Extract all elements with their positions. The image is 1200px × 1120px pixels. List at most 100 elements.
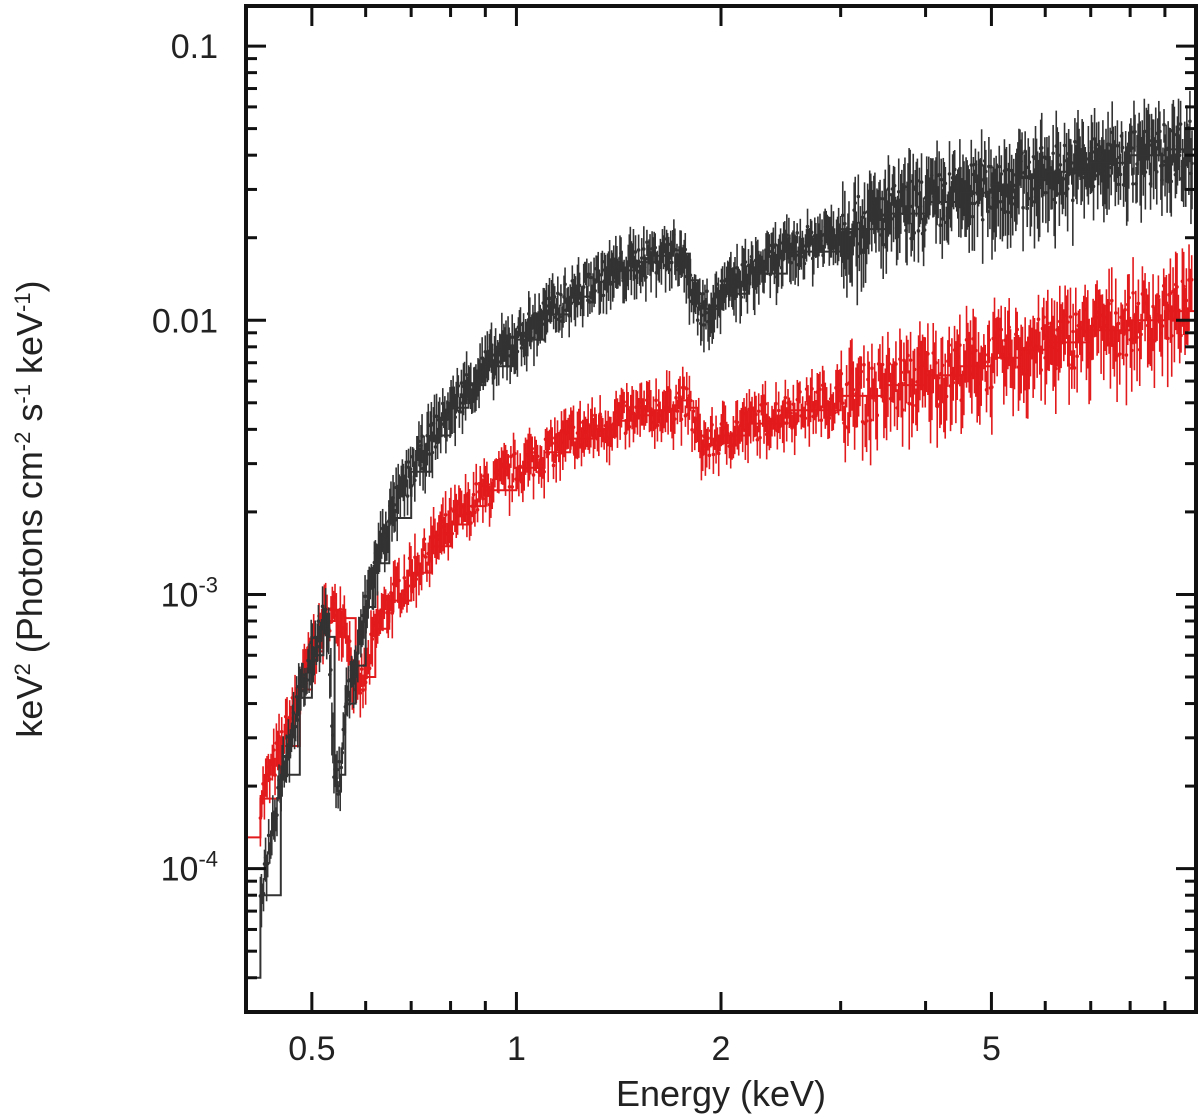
data-point	[402, 575, 407, 580]
data-point	[701, 292, 705, 296]
data-point	[843, 221, 847, 226]
data-point	[859, 248, 864, 252]
data-point	[408, 467, 413, 471]
data-point	[944, 394, 949, 399]
data-point	[936, 376, 941, 380]
data-point	[1153, 139, 1158, 144]
data-point	[937, 173, 941, 177]
data-point	[600, 259, 605, 264]
data-point	[474, 481, 479, 486]
y-axis-title: keV2 (Photons cm-2 s-1 keV-1)	[9, 280, 50, 737]
data-point	[774, 401, 778, 406]
data-point	[999, 172, 1004, 176]
x-tick-label: 2	[712, 1030, 731, 1068]
data-point	[1160, 324, 1165, 328]
data-point	[1037, 185, 1042, 190]
data-point	[783, 395, 788, 400]
data-point	[644, 275, 648, 279]
data-point	[316, 619, 321, 623]
data-point	[654, 398, 658, 403]
data-point	[916, 229, 921, 233]
data-point	[1071, 329, 1075, 334]
data-point	[509, 454, 513, 459]
data-point	[363, 594, 367, 599]
data-point	[683, 247, 688, 252]
data-point	[1116, 182, 1121, 187]
data-point	[556, 291, 560, 296]
data-point	[756, 409, 761, 414]
data-point	[367, 666, 372, 671]
data-point	[908, 358, 913, 362]
data-point	[851, 387, 856, 392]
data-point	[1069, 161, 1074, 165]
data-point	[795, 231, 799, 235]
data-point	[755, 437, 760, 442]
data-point	[1129, 348, 1134, 353]
data-point	[691, 409, 696, 413]
data-point	[1071, 198, 1075, 203]
data-point	[1067, 363, 1071, 367]
data-point	[805, 224, 810, 229]
data-point	[285, 757, 290, 761]
data-point	[892, 183, 897, 188]
data-point	[934, 360, 938, 365]
data-point	[1081, 143, 1085, 148]
data-point	[702, 323, 706, 327]
data-point	[585, 274, 589, 279]
data-point	[880, 362, 885, 367]
data-point	[599, 273, 604, 277]
data-point	[358, 691, 363, 695]
data-point	[464, 372, 469, 377]
data-point	[1179, 333, 1183, 338]
data-point	[868, 418, 873, 422]
data-point	[542, 469, 546, 474]
data-point	[406, 584, 411, 588]
data-point	[414, 577, 419, 581]
data-point	[922, 228, 927, 232]
data-point	[1010, 195, 1015, 200]
data-point	[655, 423, 660, 428]
data-point	[716, 451, 721, 456]
data-point	[705, 289, 709, 294]
data-point	[819, 418, 824, 423]
data-point	[421, 553, 425, 558]
data-point	[860, 419, 865, 424]
data-point	[706, 436, 710, 441]
data-point	[989, 164, 993, 169]
data-point	[531, 473, 536, 477]
data-point	[1181, 284, 1186, 289]
data-point	[405, 494, 410, 498]
data-point	[335, 767, 339, 772]
data-point	[827, 416, 832, 420]
data-point	[518, 322, 523, 327]
data-point	[413, 478, 417, 483]
series-layer	[246, 90, 1197, 979]
data-point	[894, 362, 898, 366]
data-point	[1127, 295, 1131, 300]
data-point	[1162, 122, 1166, 127]
data-point	[551, 463, 556, 468]
data-point	[266, 833, 271, 838]
data-point	[563, 282, 567, 287]
data-point	[802, 261, 807, 266]
data-point	[940, 363, 945, 368]
data-point	[1046, 321, 1050, 326]
data-point	[594, 424, 598, 428]
data-point	[281, 754, 285, 759]
data-point	[810, 386, 814, 391]
data-point	[1118, 172, 1123, 177]
data-point	[1113, 311, 1118, 315]
data-point	[558, 315, 562, 319]
data-point	[735, 420, 740, 425]
data-point	[443, 513, 448, 517]
data-point	[1130, 146, 1134, 150]
data-point	[608, 282, 613, 286]
data-point	[434, 414, 439, 419]
x-tick-label: 1	[507, 1030, 526, 1068]
data-point	[911, 187, 916, 192]
data-point	[473, 510, 477, 515]
model-line	[246, 303, 1197, 839]
data-point	[315, 639, 320, 643]
data-point	[1107, 302, 1111, 306]
data-point	[986, 209, 990, 214]
